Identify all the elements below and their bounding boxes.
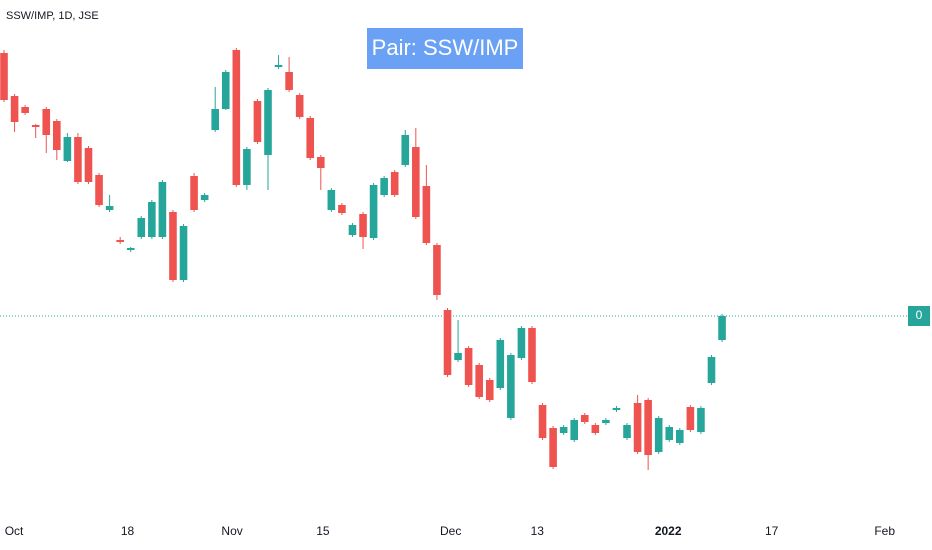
candle-body xyxy=(169,212,177,280)
candle-body xyxy=(644,400,652,455)
candle-body xyxy=(295,95,304,117)
candle-body xyxy=(718,316,726,340)
price-tag: 0 xyxy=(916,308,923,322)
candle-body xyxy=(42,109,51,135)
x-tick-label: 2022 xyxy=(655,524,682,538)
candle-body xyxy=(274,65,283,67)
candle-body xyxy=(559,427,568,433)
annotation-box xyxy=(367,28,523,69)
candle-body xyxy=(422,186,431,243)
candle-body xyxy=(433,245,441,295)
candle-body xyxy=(264,90,272,155)
chart-title: SSW/IMP, 1D, JSE xyxy=(6,10,99,22)
price-tag-box xyxy=(908,306,930,326)
candle-body xyxy=(327,190,336,210)
candle-body xyxy=(676,430,684,443)
candle-body xyxy=(211,109,219,130)
candle-body xyxy=(496,340,505,388)
candle-body xyxy=(507,355,515,418)
candle-body xyxy=(665,427,674,440)
x-tick-label: Oct xyxy=(5,524,24,538)
x-tick-label: 17 xyxy=(765,524,779,538)
candle-body xyxy=(200,195,209,200)
candle-body xyxy=(443,310,452,375)
candle-body xyxy=(454,353,462,360)
candle-body xyxy=(137,218,146,237)
candle-body xyxy=(31,125,40,127)
candle-body xyxy=(53,121,61,150)
candle-body xyxy=(380,178,388,195)
candle-body xyxy=(549,428,557,467)
candle-body xyxy=(221,72,230,109)
candle-body xyxy=(612,408,621,410)
candle-body xyxy=(10,96,19,122)
candle-body xyxy=(116,240,124,242)
candle-body xyxy=(633,403,642,452)
candle-body xyxy=(285,72,293,90)
x-tick-label: 15 xyxy=(316,524,330,538)
candle-body xyxy=(338,205,346,213)
candle-body xyxy=(580,415,589,422)
x-tick-label: 18 xyxy=(121,524,135,538)
candle-body xyxy=(148,202,156,237)
candle-body xyxy=(348,225,357,235)
candle-body xyxy=(21,107,29,113)
candle-body xyxy=(591,425,600,433)
x-tick-label: Nov xyxy=(221,524,242,538)
candle-body xyxy=(95,175,103,205)
candle-body xyxy=(243,149,251,185)
candle-body xyxy=(126,248,135,250)
candle-body xyxy=(517,328,526,358)
candle-body xyxy=(686,407,695,430)
candle-body xyxy=(0,53,8,100)
candle-body xyxy=(306,118,315,158)
candle-body xyxy=(74,137,82,182)
candle-body xyxy=(475,365,483,397)
candle-body xyxy=(369,185,378,238)
candle-body xyxy=(538,405,547,438)
candle-body xyxy=(412,147,420,217)
x-tick-label: 13 xyxy=(531,524,545,538)
candle-body xyxy=(359,214,367,237)
candle-body xyxy=(485,380,494,400)
candle-body xyxy=(84,148,93,182)
x-tick-label: Feb xyxy=(874,524,895,538)
x-tick-label: Dec xyxy=(440,524,461,538)
candle-body xyxy=(158,182,167,237)
candle-body xyxy=(401,135,410,165)
candle-body xyxy=(232,50,241,185)
candle-body xyxy=(316,157,325,168)
annotation: Pair: SSW/IMP xyxy=(372,35,519,60)
candle-body xyxy=(390,172,399,195)
candle-body xyxy=(253,101,262,142)
candle-body xyxy=(697,408,705,432)
candle-body xyxy=(707,357,716,383)
candle-body xyxy=(528,328,536,382)
candle-body xyxy=(105,206,114,210)
candle-body xyxy=(464,348,473,385)
candle-body xyxy=(63,137,72,161)
candle-body xyxy=(654,418,663,452)
candle-body xyxy=(570,420,579,440)
candle-body xyxy=(190,176,198,210)
candle-body xyxy=(623,425,631,438)
candle-body xyxy=(179,226,188,280)
candle-body xyxy=(602,420,610,423)
